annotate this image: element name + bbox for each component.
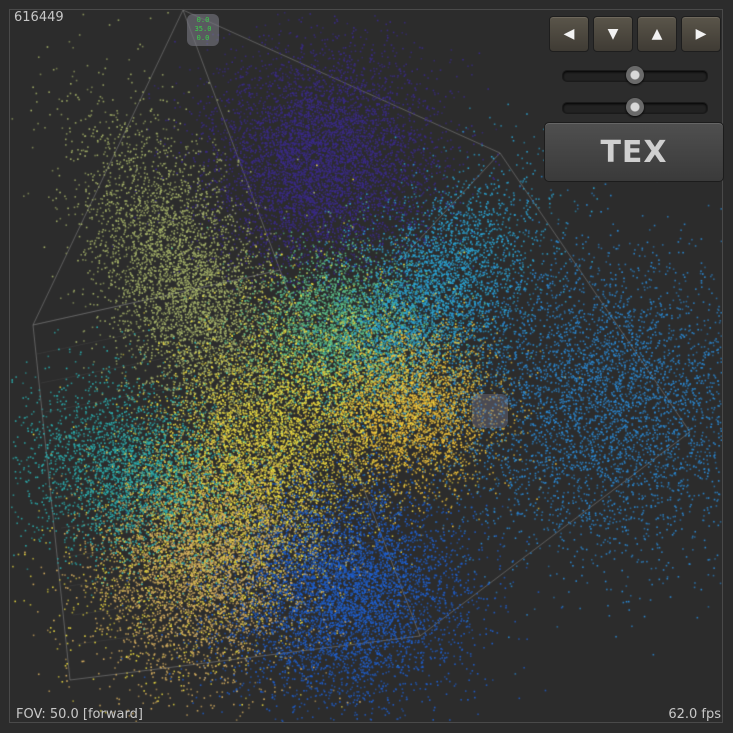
- gizmo-line: 35.0: [194, 25, 212, 33]
- arrow-up-icon: ▲: [651, 26, 663, 42]
- gizmo-line: 0.0: [196, 34, 210, 42]
- rotate-down-button[interactable]: ▼: [593, 16, 633, 52]
- fps-counter: 62.0 fps: [668, 707, 721, 722]
- rotate-right-button[interactable]: ▶: [681, 16, 721, 52]
- slider-track-2[interactable]: [562, 98, 708, 116]
- rotate-up-button[interactable]: ▲: [637, 16, 677, 52]
- arrow-down-icon: ▼: [607, 26, 619, 42]
- viewport-frame: [9, 9, 723, 723]
- pivot-marker[interactable]: [472, 394, 508, 428]
- point-count-label: 616449: [14, 10, 64, 25]
- rotate-left-button[interactable]: ◀: [549, 16, 589, 52]
- arrow-right-icon: ▶: [695, 26, 707, 42]
- slider-knob-2[interactable]: [626, 98, 644, 116]
- gizmo-line: 0.0: [196, 16, 210, 24]
- camera-status-label: FOV: 50.0 [forward]: [16, 707, 143, 722]
- slider-knob-1[interactable]: [626, 66, 644, 84]
- axis-gizmo[interactable]: 0.0 35.0 0.0: [187, 14, 219, 46]
- tex-toggle-button[interactable]: TEX: [544, 122, 724, 182]
- slider-track-1[interactable]: [562, 66, 708, 84]
- arrow-left-icon: ◀: [563, 26, 575, 42]
